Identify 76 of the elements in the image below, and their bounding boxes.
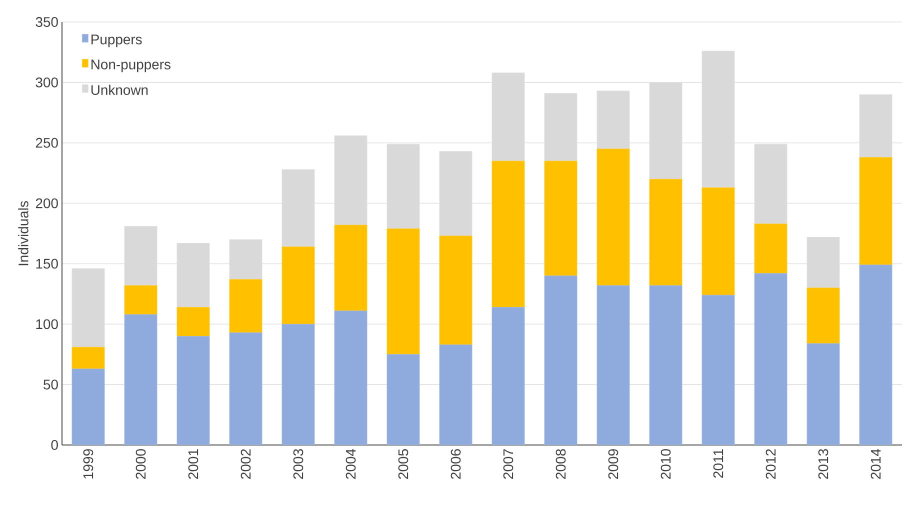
bar xyxy=(859,94,892,158)
y-tick-label: 350 xyxy=(36,17,58,27)
bar xyxy=(72,268,105,348)
y-tick-label: 50 xyxy=(44,380,58,390)
bar xyxy=(229,279,262,333)
bar xyxy=(386,354,420,445)
bar xyxy=(649,285,682,445)
y-tick-label: 150 xyxy=(36,258,58,269)
bar xyxy=(334,224,368,312)
bar xyxy=(702,294,735,445)
bar xyxy=(492,307,525,445)
y-tick-label: 300 xyxy=(36,77,58,88)
bar xyxy=(124,226,158,286)
x-tick-label: 2000 xyxy=(136,449,146,479)
bar xyxy=(492,160,525,308)
bar xyxy=(386,228,420,355)
bar xyxy=(754,144,788,224)
bar xyxy=(72,368,105,445)
bar xyxy=(596,148,630,286)
bar xyxy=(544,160,578,276)
bar xyxy=(754,273,788,445)
bar xyxy=(229,239,262,280)
y-axis-title: Individuals xyxy=(18,201,28,266)
bar xyxy=(334,310,368,445)
bar xyxy=(439,344,472,445)
bar xyxy=(282,169,315,247)
bar xyxy=(596,90,630,150)
x-tick-label: 2013 xyxy=(818,449,828,479)
x-tick-label: 2004 xyxy=(346,448,356,479)
bar xyxy=(859,157,892,266)
bar xyxy=(439,151,472,236)
bar xyxy=(596,285,630,445)
x-tick-label: 1999 xyxy=(83,449,94,478)
bar xyxy=(806,236,840,288)
bar xyxy=(806,288,840,344)
legend-label: Unknown xyxy=(91,84,148,95)
x-tick-label: 2009 xyxy=(608,449,618,479)
x-tick-label: 2014 xyxy=(870,448,881,479)
bar xyxy=(124,285,158,315)
bar xyxy=(649,178,682,286)
bar xyxy=(72,346,105,370)
bar xyxy=(386,144,420,229)
bar xyxy=(806,343,840,445)
y-tick-label: 250 xyxy=(36,138,58,148)
bar xyxy=(282,324,315,445)
legend-label: Puppers xyxy=(92,34,142,48)
x-tick-label: 2008 xyxy=(556,449,566,479)
bar xyxy=(544,276,578,445)
x-tick-label: 2007 xyxy=(503,449,514,479)
bar xyxy=(702,50,735,188)
x-tick-label: 2005 xyxy=(398,449,408,479)
bar xyxy=(176,336,210,445)
y-tick-label: 0 xyxy=(51,440,58,450)
bar xyxy=(754,224,788,274)
bar xyxy=(544,93,578,162)
bar xyxy=(176,242,210,308)
bar xyxy=(492,72,525,162)
x-tick-label: 2001 xyxy=(188,449,198,479)
x-tick-label: 2010 xyxy=(660,449,671,479)
x-tick-label: 2002 xyxy=(240,449,251,479)
bar xyxy=(282,246,315,324)
bar xyxy=(859,264,892,445)
x-tick-label: 2011 xyxy=(713,449,724,478)
legend-label: Non-puppers xyxy=(92,60,170,72)
x-tick-label: 2012 xyxy=(766,449,776,479)
bar xyxy=(229,332,262,445)
bar xyxy=(124,314,158,445)
y-tick-label: 100 xyxy=(36,319,58,330)
y-tick-label: 200 xyxy=(36,198,58,208)
bar xyxy=(702,187,735,296)
bar xyxy=(439,236,472,345)
bar xyxy=(649,82,682,180)
x-tick-label: 2003 xyxy=(293,449,304,479)
bar xyxy=(176,307,210,336)
x-tick-label: 2006 xyxy=(450,449,461,479)
bar xyxy=(334,135,368,226)
